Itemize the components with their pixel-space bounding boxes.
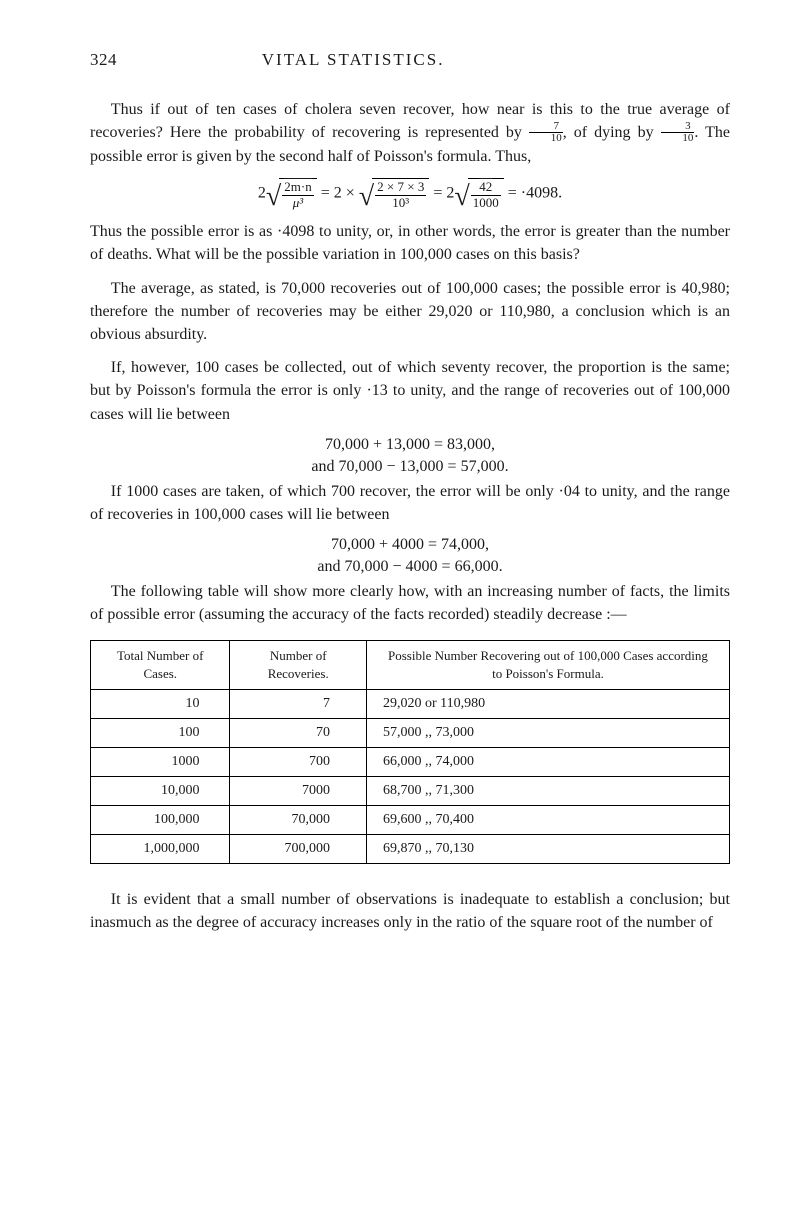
para1-text-b: , of dying by [563, 124, 661, 141]
sqrt3-num: 42 [471, 180, 501, 195]
page-header: 324 VITAL STATISTICS. [90, 50, 730, 70]
formula-eq1: = 2 × [317, 185, 359, 202]
table-header-recoveries: Number of Recoveries. [230, 641, 366, 689]
sqrt-2: 2 × 7 × 310³ [359, 178, 430, 210]
cell-recov: 7000 [230, 776, 366, 805]
cell-total: 100,000 [91, 805, 230, 834]
equation-block-2a: 70,000 + 4000 = 74,000, [90, 536, 730, 554]
frac-den: 10 [661, 133, 695, 144]
table-row: 1,000,000 700,000 69,870 ,, 70,130 [91, 834, 730, 863]
cell-poss: 66,000 ,, 74,000 [366, 747, 729, 776]
sqrt3-den: 1000 [471, 196, 501, 210]
fraction-3-10: 310 [661, 121, 695, 144]
main-formula: 22m·nμ³ = 2 × 2 × 7 × 310³ = 2421000 = ·… [90, 178, 730, 210]
cell-poss: 69,600 ,, 70,400 [366, 805, 729, 834]
sqrt-1: 2m·nμ³ [266, 178, 317, 210]
paragraph-5: If 1000 cases are taken, of which 700 re… [90, 480, 730, 526]
running-title: VITAL STATISTICS. [262, 50, 445, 70]
frac-den: 10 [529, 133, 563, 144]
equation-block-1b: and 70,000 − 13,000 = 57,000. [90, 458, 730, 476]
page: 324 VITAL STATISTICS. Thus if out of ten… [0, 0, 800, 994]
sqrt1-num: 2m·n [282, 180, 313, 195]
sqrt2-num: 2 × 7 × 3 [375, 180, 426, 195]
paragraph-3: The average, as stated, is 70,000 recove… [90, 277, 730, 347]
page-number: 324 [90, 50, 117, 70]
sqrt-3: 421000 [454, 178, 503, 210]
equation-block-2b: and 70,000 − 4000 = 66,000. [90, 558, 730, 576]
table-header-possible: Possible Number Recovering out of 100,00… [366, 641, 729, 689]
cell-recov: 70 [230, 718, 366, 747]
cell-poss: 68,700 ,, 71,300 [366, 776, 729, 805]
sqrt2-den: 10³ [375, 196, 426, 210]
paragraph-4: If, however, 100 cases be collected, out… [90, 356, 730, 426]
table-row: 1000 700 66,000 ,, 74,000 [91, 747, 730, 776]
cell-recov: 70,000 [230, 805, 366, 834]
cell-recov: 700 [230, 747, 366, 776]
intro-paragraph: Thus if out of ten cases of cholera seve… [90, 98, 730, 168]
formula-lead: 2 [258, 185, 266, 202]
recoveries-table: Total Number of Cases. Number of Recover… [90, 640, 730, 863]
formula-eq2: = 2 [429, 185, 454, 202]
cell-poss: 57,000 ,, 73,000 [366, 718, 729, 747]
paragraph-2: Thus the possible error is as ·4098 to u… [90, 220, 730, 266]
fraction-7-10: 710 [529, 121, 563, 144]
table-row: 100 70 57,000 ,, 73,000 [91, 718, 730, 747]
cell-poss: 29,020 or 110,980 [366, 689, 729, 718]
formula-eq3: = ·4098. [504, 185, 562, 202]
paragraph-7: It is evident that a small number of obs… [90, 888, 730, 934]
sqrt1-den: μ³ [282, 196, 313, 210]
cell-recov: 700,000 [230, 834, 366, 863]
equation-block-1a: 70,000 + 13,000 = 83,000, [90, 436, 730, 454]
cell-total: 1,000,000 [91, 834, 230, 863]
table-row: 100,000 70,000 69,600 ,, 70,400 [91, 805, 730, 834]
paragraph-6: The following table will show more clear… [90, 580, 730, 626]
table-header-total: Total Number of Cases. [91, 641, 230, 689]
cell-total: 10,000 [91, 776, 230, 805]
cell-poss: 69,870 ,, 70,130 [366, 834, 729, 863]
cell-total: 100 [91, 718, 230, 747]
table-row: 10 7 29,020 or 110,980 [91, 689, 730, 718]
table-row: 10,000 7000 68,700 ,, 71,300 [91, 776, 730, 805]
cell-total: 10 [91, 689, 230, 718]
cell-total: 1000 [91, 747, 230, 776]
cell-recov: 7 [230, 689, 366, 718]
